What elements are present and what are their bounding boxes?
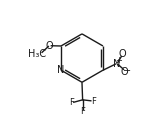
Text: N: N — [113, 59, 121, 68]
Text: F: F — [80, 107, 85, 116]
Text: +: + — [116, 56, 123, 65]
Text: O: O — [121, 67, 129, 77]
Text: O: O — [119, 49, 126, 59]
Text: −: − — [123, 66, 131, 76]
Text: N: N — [57, 65, 65, 75]
Text: H₃C: H₃C — [28, 49, 47, 59]
Text: F: F — [69, 98, 74, 107]
Text: F: F — [91, 97, 96, 106]
Text: O: O — [46, 41, 53, 51]
